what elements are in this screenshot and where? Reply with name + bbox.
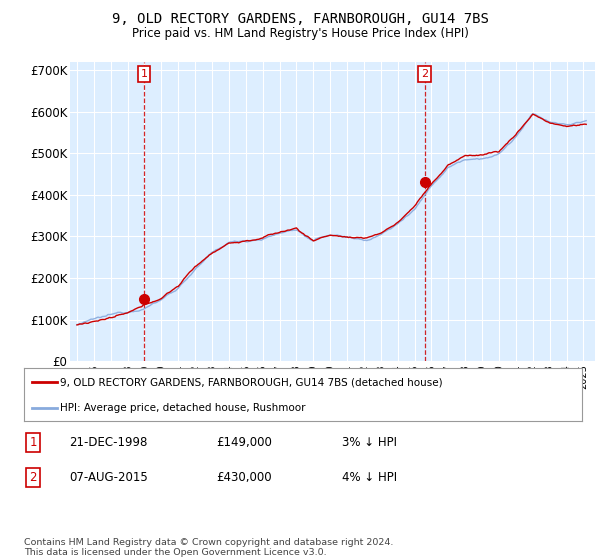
Text: 9, OLD RECTORY GARDENS, FARNBOROUGH, GU14 7BS: 9, OLD RECTORY GARDENS, FARNBOROUGH, GU1… [112,12,488,26]
Text: 9, OLD RECTORY GARDENS, FARNBOROUGH, GU14 7BS (detached house): 9, OLD RECTORY GARDENS, FARNBOROUGH, GU1… [60,377,443,388]
Text: 3% ↓ HPI: 3% ↓ HPI [342,436,397,449]
Text: 2: 2 [421,69,428,79]
Text: £149,000: £149,000 [216,436,272,449]
Text: HPI: Average price, detached house, Rushmoor: HPI: Average price, detached house, Rush… [60,403,306,413]
Text: Price paid vs. HM Land Registry's House Price Index (HPI): Price paid vs. HM Land Registry's House … [131,27,469,40]
Text: £430,000: £430,000 [216,470,272,484]
Text: Contains HM Land Registry data © Crown copyright and database right 2024.
This d: Contains HM Land Registry data © Crown c… [24,538,394,557]
Text: 07-AUG-2015: 07-AUG-2015 [69,470,148,484]
Text: 2: 2 [29,470,37,484]
Text: 4% ↓ HPI: 4% ↓ HPI [342,470,397,484]
Text: 1: 1 [29,436,37,449]
Text: 1: 1 [140,69,148,79]
Text: 21-DEC-1998: 21-DEC-1998 [69,436,148,449]
